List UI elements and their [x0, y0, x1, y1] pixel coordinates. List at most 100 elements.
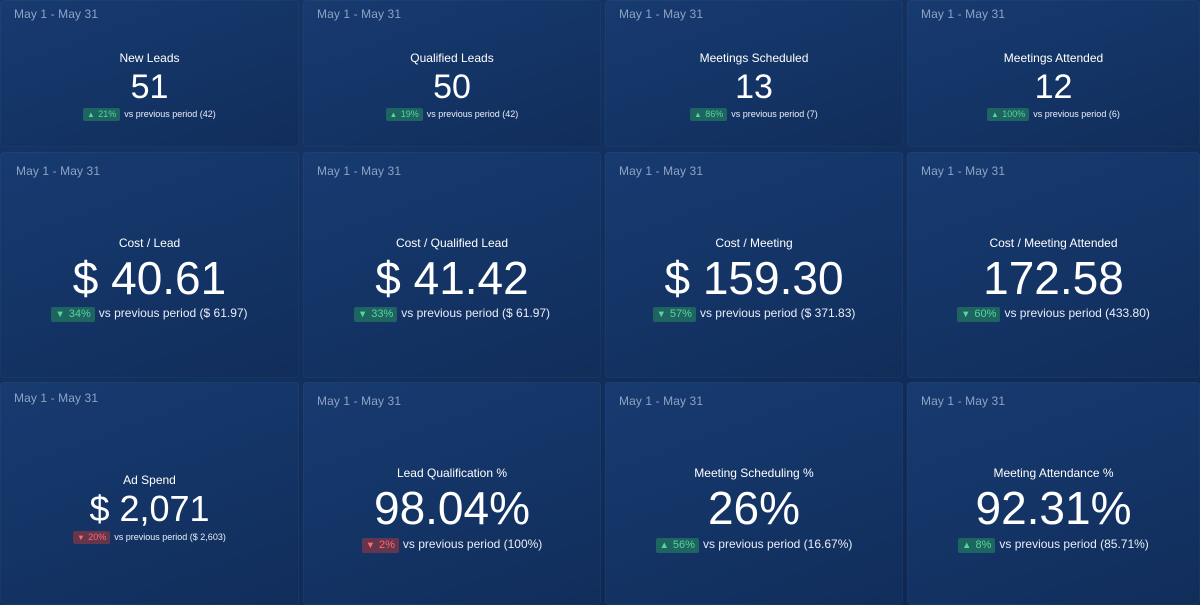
metric-value: 51: [130, 68, 169, 106]
comparison-row: ▲ 21% vs previous period (42): [0, 108, 299, 121]
triangle-down-icon: ▼: [357, 309, 368, 319]
triangle-down-icon: ▼: [77, 533, 85, 542]
change-badge: ▼ 60%: [957, 307, 1001, 322]
date-range: May 1 - May 31: [619, 164, 704, 178]
widget-cost-per-meeting-attended[interactable]: May 1 - May 31 Cost / Meeting Attended 1…: [907, 152, 1200, 378]
change-value: 8%: [975, 539, 992, 551]
metric-value: $ 41.42: [375, 252, 529, 304]
metric-value: 98.04%: [373, 482, 530, 534]
comparison-row: ▲ 100% vs previous period (6): [907, 108, 1200, 121]
comparison-text: vs previous period ($ 371.83): [699, 306, 856, 320]
date-range: May 1 - May 31: [619, 7, 704, 21]
comparison-text: vs previous period ($ 61.97): [98, 306, 248, 320]
metric-value: 50: [433, 68, 471, 106]
widget-cost-per-qualified-lead[interactable]: May 1 - May 31 Cost / Qualified Lead $ 4…: [303, 152, 601, 378]
change-value: 56%: [672, 539, 695, 551]
change-badge: ▼ 57%: [652, 307, 696, 322]
comparison-row: ▼ 33% vs previous period ($ 61.97): [303, 306, 601, 322]
change-value: 60%: [974, 308, 997, 320]
change-badge: ▲ 8%: [958, 538, 996, 553]
metric-value: 172.58: [983, 252, 1124, 304]
triangle-up-icon: ▲: [659, 540, 669, 550]
comparison-row: ▲ 86% vs previous period (7): [605, 108, 903, 121]
comparison-text: vs previous period (42): [426, 109, 519, 119]
change-badge: ▲ 100%: [987, 108, 1030, 121]
widget-title: Qualified Leads: [410, 51, 494, 65]
widget-title: Meeting Scheduling %: [694, 466, 814, 480]
widget-new-leads[interactable]: May 1 - May 31 New Leads 51 ▲ 21% vs prev…: [0, 0, 299, 147]
widget-title: Meetings Attended: [1003, 51, 1104, 65]
comparison-row: ▲ 56% vs previous period (16.67%): [605, 537, 903, 553]
change-value: 86%: [705, 109, 724, 119]
widget-meetings-scheduled[interactable]: May 1 - May 31 Meetings Scheduled 13 ▲ 8…: [605, 0, 903, 147]
change-value: 19%: [400, 109, 419, 119]
triangle-down-icon: ▼: [656, 309, 666, 319]
comparison-text: vs previous period (85.71%): [999, 537, 1149, 551]
metric-value: 13: [735, 68, 773, 106]
comparison-row: ▼ 20% vs previous period ($ 2,603): [0, 531, 299, 544]
change-value: 20%: [88, 532, 107, 542]
date-range: May 1 - May 31: [921, 394, 1006, 408]
change-badge: ▲ 21%: [83, 108, 121, 121]
comparison-row: ▼ 60% vs previous period (433.80): [907, 306, 1200, 322]
metric-value: 12: [1034, 68, 1073, 106]
metric-value: $ 2,071: [89, 488, 210, 529]
comparison-text: vs previous period (433.80): [1004, 306, 1150, 320]
change-value: 21%: [98, 109, 117, 119]
widget-title: Ad Spend: [123, 473, 176, 487]
change-badge: ▼ 34%: [51, 307, 95, 322]
change-value: 57%: [669, 308, 692, 320]
comparison-text: vs previous period (16.67%): [702, 537, 853, 551]
widget-title: Cost / Lead: [118, 236, 181, 250]
date-range: May 1 - May 31: [14, 7, 99, 21]
comparison-row: ▲ 8% vs previous period (85.71%): [907, 537, 1200, 553]
change-badge: ▼ 33%: [353, 307, 398, 322]
triangle-up-icon: ▲: [991, 110, 999, 119]
comparison-text: vs previous period (7): [731, 109, 818, 119]
comparison-text: vs previous period (42): [124, 109, 216, 119]
widget-meeting-attendance-pct[interactable]: May 1 - May 31 Meeting Attendance % 92.3…: [907, 382, 1200, 605]
widget-title: New Leads: [119, 51, 180, 65]
date-range: May 1 - May 31: [317, 7, 402, 21]
widget-title: Cost / Meeting Attended: [989, 236, 1118, 250]
change-badge: ▲ 19%: [385, 108, 423, 121]
comparison-text: vs previous period ($ 61.97): [401, 306, 551, 320]
date-range: May 1 - May 31: [14, 391, 99, 405]
change-badge: ▼ 20%: [73, 531, 111, 544]
triangle-down-icon: ▼: [365, 540, 375, 550]
date-range: May 1 - May 31: [317, 164, 402, 178]
widget-lead-qualification-pct[interactable]: May 1 - May 31 Lead Qualification % 98.0…: [303, 382, 601, 605]
comparison-text: vs previous period (6): [1033, 109, 1120, 119]
comparison-row: ▼ 57% vs previous period ($ 371.83): [605, 306, 903, 322]
change-value: 100%: [1002, 109, 1026, 119]
triangle-up-icon: ▲: [389, 110, 398, 119]
change-badge: ▼ 2%: [361, 538, 399, 553]
metric-value: 26%: [707, 482, 801, 534]
widget-qualified-leads[interactable]: May 1 - May 31 Qualified Leads 50 ▲ 19% v…: [303, 0, 601, 147]
metric-value: $ 40.61: [72, 252, 227, 304]
comparison-text: vs previous period (100%): [402, 537, 543, 551]
widget-cost-per-lead[interactable]: May 1 - May 31 Cost / Lead $ 40.61 ▼ 34%…: [0, 152, 299, 378]
change-badge: ▲ 56%: [655, 538, 699, 553]
comparison-row: ▲ 19% vs previous period (42): [303, 108, 601, 121]
triangle-up-icon: ▲: [962, 540, 972, 550]
widget-meeting-scheduling-pct[interactable]: May 1 - May 31 Meeting Scheduling % 26% …: [605, 382, 903, 605]
triangle-down-icon: ▼: [55, 309, 65, 319]
widget-title: Cost / Qualified Lead: [395, 236, 509, 250]
widget-ad-spend[interactable]: May 1 - May 31 Ad Spend $ 2,071 ▼ 20% vs …: [0, 382, 299, 605]
triangle-down-icon: ▼: [961, 309, 971, 319]
change-value: 33%: [371, 308, 394, 320]
widget-meetings-attended[interactable]: May 1 - May 31 Meetings Attended 12 ▲ 10…: [907, 0, 1200, 147]
comparison-row: ▼ 2% vs previous period (100%): [303, 537, 601, 553]
date-range: May 1 - May 31: [921, 164, 1006, 178]
triangle-up-icon: ▲: [87, 110, 95, 119]
comparison-text: vs previous period ($ 2,603): [114, 532, 226, 542]
change-value: 2%: [379, 539, 395, 551]
date-range: May 1 - May 31: [619, 394, 704, 408]
metric-value: 92.31%: [975, 482, 1132, 534]
widget-cost-per-meeting[interactable]: May 1 - May 31 Cost / Meeting $ 159.30 ▼…: [605, 152, 903, 378]
change-value: 34%: [68, 308, 91, 320]
metric-value: $ 159.30: [664, 252, 844, 304]
widget-title: Cost / Meeting: [715, 236, 793, 250]
